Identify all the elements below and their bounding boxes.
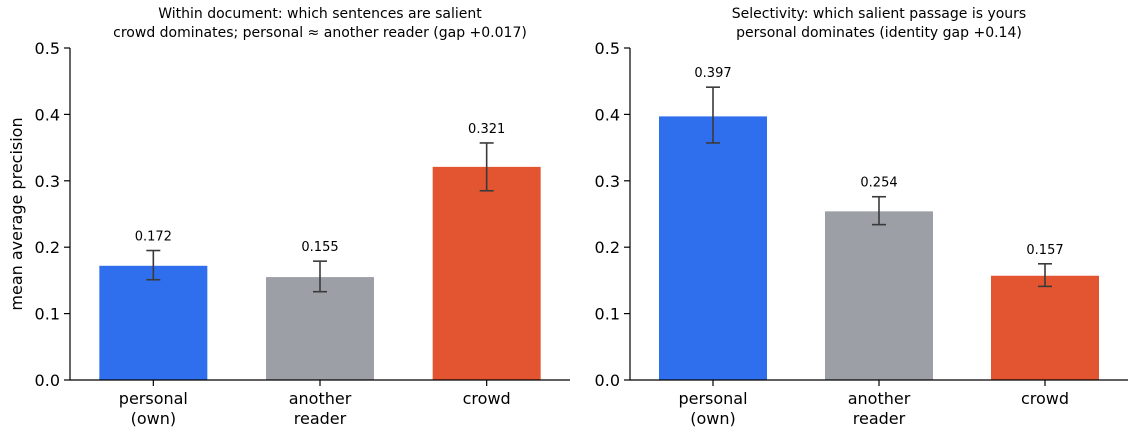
chart2-ytick-label: 0.0	[595, 371, 620, 390]
chart2-title: Selectivity: which salient passage is yo…	[732, 6, 1026, 22]
chart1-bar-1	[266, 277, 374, 380]
chart1-ytick-label: 0.5	[35, 39, 60, 58]
chart2-ytick-label: 0.1	[595, 305, 620, 324]
chart2-ytick-label: 0.5	[595, 39, 620, 58]
chart2-category-label: another	[848, 389, 911, 408]
chart1-data-label-1: 0.155	[301, 240, 338, 255]
chart1-category-label: another	[289, 389, 352, 408]
chart2-bar-0	[659, 116, 767, 380]
chart2-category-label: crowd	[1021, 389, 1069, 408]
chart2-subtitle: personal dominates (identity gap +0.14)	[736, 25, 1022, 41]
chart2-ytick-label: 0.3	[595, 172, 620, 191]
chart2-category-label: reader	[853, 409, 906, 428]
chart2-ytick-label: 0.2	[595, 238, 620, 257]
chart2-ytick-label: 0.4	[595, 105, 620, 124]
chart2-category-label: personal	[678, 389, 747, 408]
chart1-ytick-label: 0.3	[35, 172, 60, 191]
chart1-category-label: personal	[119, 389, 188, 408]
chart1-subtitle: crowd dominates; personal ≈ another read…	[113, 25, 527, 41]
chart1-category-label: crowd	[463, 389, 511, 408]
chart1-ytick-label: 0.1	[35, 305, 60, 324]
chart2-data-label-2: 0.157	[1026, 243, 1063, 258]
chart1-bar-2	[432, 166, 541, 380]
chart1-title: Within document: which sentences are sal…	[158, 6, 482, 22]
chart1-y-axis-label: mean average precision	[7, 117, 26, 310]
chart1-ytick-label: 0.2	[35, 238, 60, 257]
chart1-data-label-2: 0.321	[468, 122, 505, 137]
chart1-data-label-0: 0.172	[135, 230, 172, 245]
chart2-data-label-0: 0.397	[694, 66, 731, 81]
chart2-bar-1	[825, 211, 933, 380]
chart2-bar-2	[991, 275, 1099, 380]
chart1-category-label: reader	[294, 409, 347, 428]
chart1-ytick-label: 0.4	[35, 105, 60, 124]
chart2-data-label-1: 0.254	[860, 176, 897, 191]
chart1-ytick-label: 0.0	[35, 371, 60, 390]
chart1-category-label: (own)	[131, 409, 177, 428]
chart2-category-label: (own)	[690, 409, 736, 428]
chart1-bar-0	[99, 265, 208, 380]
